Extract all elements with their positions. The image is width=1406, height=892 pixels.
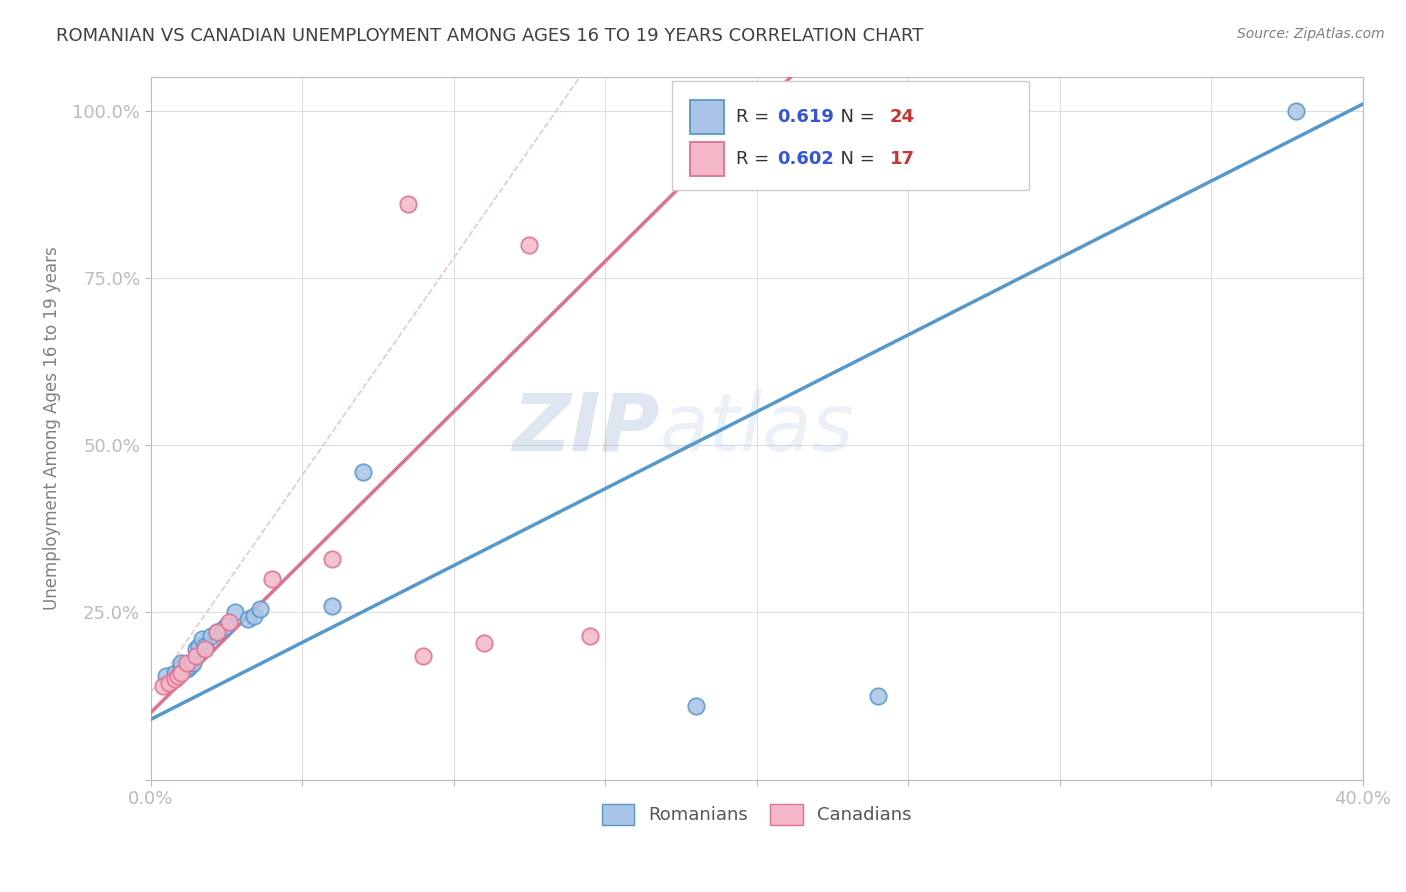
Point: [396, 197, 419, 211]
Point: [866, 689, 889, 703]
Y-axis label: Unemployment Among Ages 16 to 19 years: Unemployment Among Ages 16 to 19 years: [44, 247, 60, 610]
Text: 17: 17: [890, 150, 915, 168]
Text: 0.602: 0.602: [778, 150, 834, 168]
Point: [163, 673, 186, 687]
Point: [194, 642, 217, 657]
Point: [242, 608, 264, 623]
Point: [170, 659, 193, 673]
Point: [579, 629, 602, 643]
Legend: Romanians, Canadians: Romanians, Canadians: [593, 795, 921, 834]
Point: [207, 625, 229, 640]
Text: R =: R =: [735, 108, 775, 126]
Text: R =: R =: [735, 150, 775, 168]
Point: [170, 656, 193, 670]
Point: [352, 465, 374, 479]
Text: Source: ZipAtlas.com: Source: ZipAtlas.com: [1237, 27, 1385, 41]
Point: [472, 635, 495, 649]
Point: [685, 699, 707, 714]
Text: ROMANIAN VS CANADIAN UNEMPLOYMENT AMONG AGES 16 TO 19 YEARS CORRELATION CHART: ROMANIAN VS CANADIAN UNEMPLOYMENT AMONG …: [56, 27, 924, 45]
Point: [321, 552, 343, 566]
Point: [224, 606, 246, 620]
Point: [181, 656, 204, 670]
Point: [176, 656, 198, 670]
FancyBboxPatch shape: [690, 100, 724, 134]
Point: [155, 669, 177, 683]
Point: [519, 237, 541, 252]
Text: N =: N =: [830, 150, 880, 168]
Text: N =: N =: [830, 108, 880, 126]
Text: atlas: atlas: [659, 390, 855, 467]
Point: [179, 659, 201, 673]
Point: [207, 625, 229, 640]
Point: [184, 642, 207, 657]
FancyBboxPatch shape: [690, 142, 724, 176]
FancyBboxPatch shape: [672, 81, 1029, 190]
Point: [163, 665, 186, 680]
Point: [321, 599, 343, 613]
Point: [200, 629, 222, 643]
Text: 24: 24: [890, 108, 915, 126]
Text: 0.619: 0.619: [778, 108, 834, 126]
Text: ZIP: ZIP: [512, 390, 659, 467]
Point: [170, 665, 193, 680]
Point: [212, 622, 235, 636]
Point: [157, 675, 180, 690]
Point: [215, 619, 238, 633]
Point: [152, 679, 174, 693]
Point: [176, 662, 198, 676]
Point: [188, 639, 211, 653]
Point: [249, 602, 271, 616]
Point: [412, 648, 434, 663]
Point: [184, 648, 207, 663]
Point: [1285, 103, 1308, 118]
Point: [191, 632, 214, 647]
Point: [194, 639, 217, 653]
Point: [260, 572, 283, 586]
Point: [236, 612, 259, 626]
Point: [167, 669, 190, 683]
Point: [218, 615, 240, 630]
